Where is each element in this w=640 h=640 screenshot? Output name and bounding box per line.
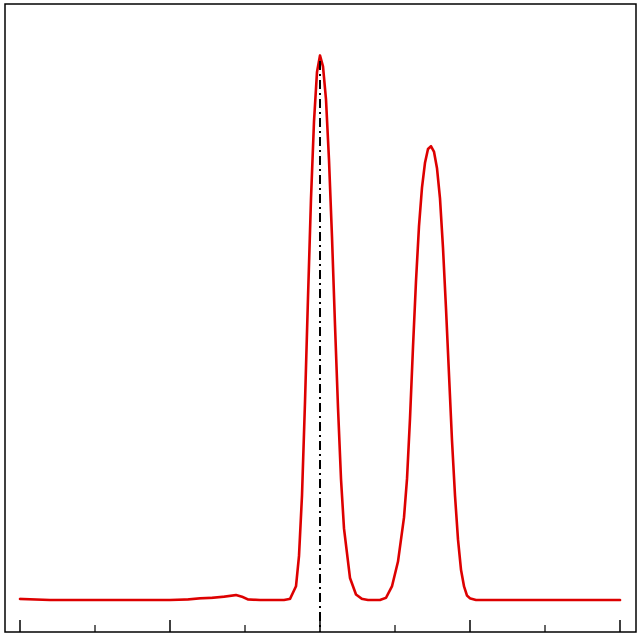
series-layer — [18, 54, 622, 602]
x-axis-ticks — [19, 620, 621, 632]
series-line — [18, 54, 622, 602]
